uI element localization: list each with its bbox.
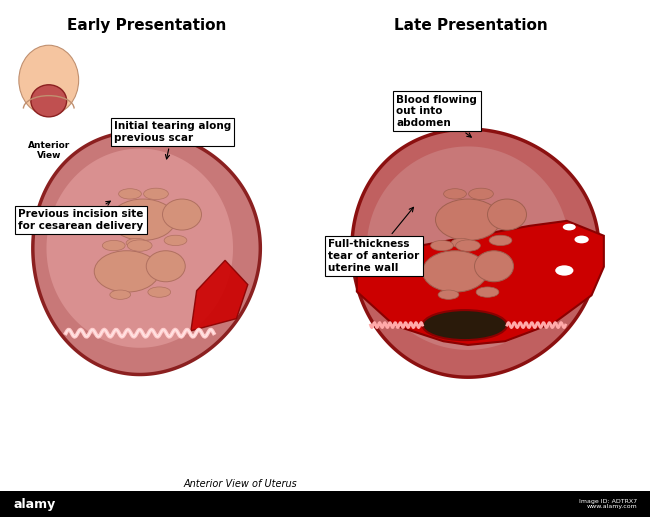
- Ellipse shape: [563, 224, 576, 231]
- Polygon shape: [191, 261, 248, 331]
- Ellipse shape: [451, 238, 472, 248]
- Text: Full-thickness
tear of anterior
uterine wall: Full-thickness tear of anterior uterine …: [328, 207, 419, 272]
- Text: Blood flowing
out into
abdomen: Blood flowing out into abdomen: [396, 95, 477, 137]
- Ellipse shape: [127, 240, 152, 251]
- Ellipse shape: [19, 45, 79, 115]
- Text: Previous incision site
for cesarean delivery: Previous incision site for cesarean deli…: [18, 201, 144, 231]
- Ellipse shape: [94, 251, 159, 292]
- Ellipse shape: [575, 236, 589, 244]
- Ellipse shape: [31, 85, 66, 117]
- Text: alamy: alamy: [13, 497, 55, 511]
- Ellipse shape: [144, 188, 168, 200]
- Ellipse shape: [443, 189, 467, 199]
- Ellipse shape: [164, 235, 187, 246]
- Polygon shape: [367, 146, 569, 350]
- Polygon shape: [33, 131, 260, 374]
- Ellipse shape: [111, 199, 176, 240]
- Ellipse shape: [476, 287, 499, 297]
- Ellipse shape: [422, 251, 488, 292]
- Polygon shape: [352, 129, 599, 377]
- Text: Anterior
View: Anterior View: [27, 141, 70, 160]
- Polygon shape: [357, 221, 604, 345]
- Text: Anterior View of Uterus: Anterior View of Uterus: [183, 479, 298, 489]
- Circle shape: [162, 199, 202, 230]
- Ellipse shape: [430, 240, 453, 251]
- Ellipse shape: [489, 235, 512, 246]
- Text: Image ID: ADTRX7
www.alamy.com: Image ID: ADTRX7 www.alamy.com: [579, 499, 637, 509]
- Polygon shape: [47, 148, 233, 348]
- Circle shape: [474, 251, 514, 282]
- Circle shape: [146, 251, 185, 282]
- Bar: [0, 491, 650, 517]
- Ellipse shape: [456, 240, 480, 251]
- Text: Initial tearing along
previous scar: Initial tearing along previous scar: [114, 121, 231, 159]
- Ellipse shape: [422, 310, 507, 340]
- Ellipse shape: [438, 290, 459, 299]
- Ellipse shape: [126, 238, 147, 248]
- Text: Early Presentation: Early Presentation: [66, 18, 226, 33]
- Text: Late Presentation: Late Presentation: [395, 18, 548, 33]
- Ellipse shape: [110, 290, 131, 299]
- Ellipse shape: [469, 188, 493, 200]
- Ellipse shape: [555, 265, 573, 276]
- Ellipse shape: [436, 199, 500, 240]
- Ellipse shape: [148, 287, 170, 297]
- Circle shape: [488, 199, 526, 230]
- Ellipse shape: [118, 189, 142, 199]
- Ellipse shape: [103, 240, 125, 251]
